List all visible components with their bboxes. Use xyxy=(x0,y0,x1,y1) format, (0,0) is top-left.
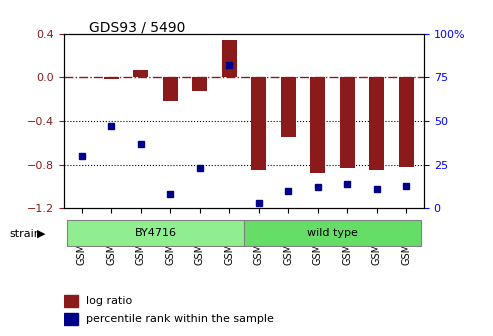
Bar xyxy=(340,77,354,168)
Bar xyxy=(311,77,325,173)
Text: ▶: ▶ xyxy=(37,228,45,239)
Bar xyxy=(281,77,296,137)
Text: percentile rank within the sample: percentile rank within the sample xyxy=(86,314,274,324)
Bar xyxy=(251,77,266,170)
Bar xyxy=(192,77,207,91)
Bar xyxy=(222,40,237,77)
Text: BY4716: BY4716 xyxy=(135,228,176,238)
Bar xyxy=(369,77,384,170)
Text: strain: strain xyxy=(10,228,42,239)
Text: GDS93 / 5490: GDS93 / 5490 xyxy=(89,20,185,34)
Bar xyxy=(104,77,119,80)
Text: log ratio: log ratio xyxy=(86,296,132,306)
Bar xyxy=(163,77,177,101)
FancyBboxPatch shape xyxy=(67,220,244,246)
Bar xyxy=(134,70,148,77)
Bar xyxy=(64,295,78,307)
Text: wild type: wild type xyxy=(307,228,358,238)
FancyBboxPatch shape xyxy=(244,220,421,246)
Bar xyxy=(64,313,78,325)
Bar xyxy=(399,77,414,167)
